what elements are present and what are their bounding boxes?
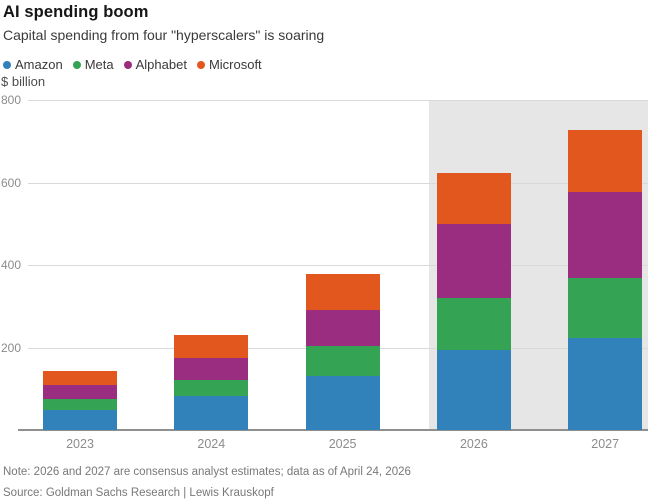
gridline-800 <box>28 100 648 101</box>
y-axis-unit-label: $ billion <box>1 74 46 89</box>
bar-2026 <box>436 173 511 430</box>
bar-segment-microsoft-2027 <box>568 129 643 193</box>
legend: Amazon Meta Alphabet Microsoft <box>3 57 262 72</box>
bar-segment-amazon-2024 <box>174 395 249 430</box>
legend-item-alphabet: Alphabet <box>123 57 187 72</box>
legend-item-microsoft: Microsoft <box>196 57 262 72</box>
y-tick-label-200: 200 <box>1 340 22 355</box>
gridline-400 <box>28 265 648 266</box>
gridline-600 <box>28 182 648 184</box>
bar-segment-alphabet-2026 <box>436 223 511 298</box>
bar-segment-amazon-2026 <box>436 349 511 430</box>
bar-segment-amazon-2027 <box>568 338 643 430</box>
bar-segment-amazon-2025 <box>305 375 380 430</box>
legend-dot-meta <box>72 60 81 69</box>
legend-item-amazon: Amazon <box>3 57 63 72</box>
chart-note: Note: 2026 and 2027 are consensus analys… <box>3 466 411 478</box>
bar-segment-alphabet-2023 <box>43 385 117 399</box>
chart-source: Source: Goldman Sachs Research | Lewis K… <box>3 487 274 499</box>
legend-label: Meta <box>84 57 114 72</box>
y-tick-label-400: 400 <box>1 258 22 272</box>
chart-title: AI spending boom <box>3 3 149 21</box>
y-tick-label-800: 800 <box>1 93 22 107</box>
bar-segment-meta-2023 <box>43 398 117 411</box>
bar-segment-meta-2024 <box>174 379 249 396</box>
x-axis-line <box>18 429 648 431</box>
bar-segment-amazon-2023 <box>43 410 117 430</box>
bar-segment-microsoft-2024 <box>174 334 249 358</box>
bar-segment-microsoft-2026 <box>436 173 511 224</box>
legend-label: Microsoft <box>208 57 262 72</box>
x-tick-label-2024: 2024 <box>197 437 226 451</box>
x-tick-label-2027: 2027 <box>591 437 620 451</box>
bar-segment-alphabet-2025 <box>305 309 380 347</box>
bar-2025 <box>305 273 380 430</box>
chart-subtitle: Capital spending from four "hyperscalers… <box>3 27 325 43</box>
legend-dot-amazon <box>3 60 11 69</box>
x-tick-label-2025: 2025 <box>328 437 357 451</box>
bar-segment-meta-2027 <box>568 277 643 339</box>
legend-label: Alphabet <box>135 57 187 72</box>
x-tick-label-2026: 2026 <box>459 437 488 451</box>
bar-segment-microsoft-2025 <box>305 273 380 310</box>
bar-segment-alphabet-2027 <box>568 192 643 278</box>
bar-2027 <box>568 129 643 430</box>
legend-item-meta: Meta <box>72 57 114 72</box>
bar-segment-microsoft-2023 <box>43 370 117 386</box>
legend-dot-microsoft <box>196 60 205 69</box>
bar-2023 <box>43 370 117 430</box>
x-tick-label-2023: 2023 <box>66 437 94 451</box>
legend-label: Amazon <box>15 57 63 72</box>
bar-segment-meta-2025 <box>305 346 380 376</box>
bar-segment-alphabet-2024 <box>174 357 249 380</box>
bar-2024 <box>174 334 249 430</box>
y-tick-label-600: 600 <box>1 175 22 190</box>
legend-dot-alphabet <box>123 60 132 69</box>
bar-segment-meta-2026 <box>436 298 511 350</box>
